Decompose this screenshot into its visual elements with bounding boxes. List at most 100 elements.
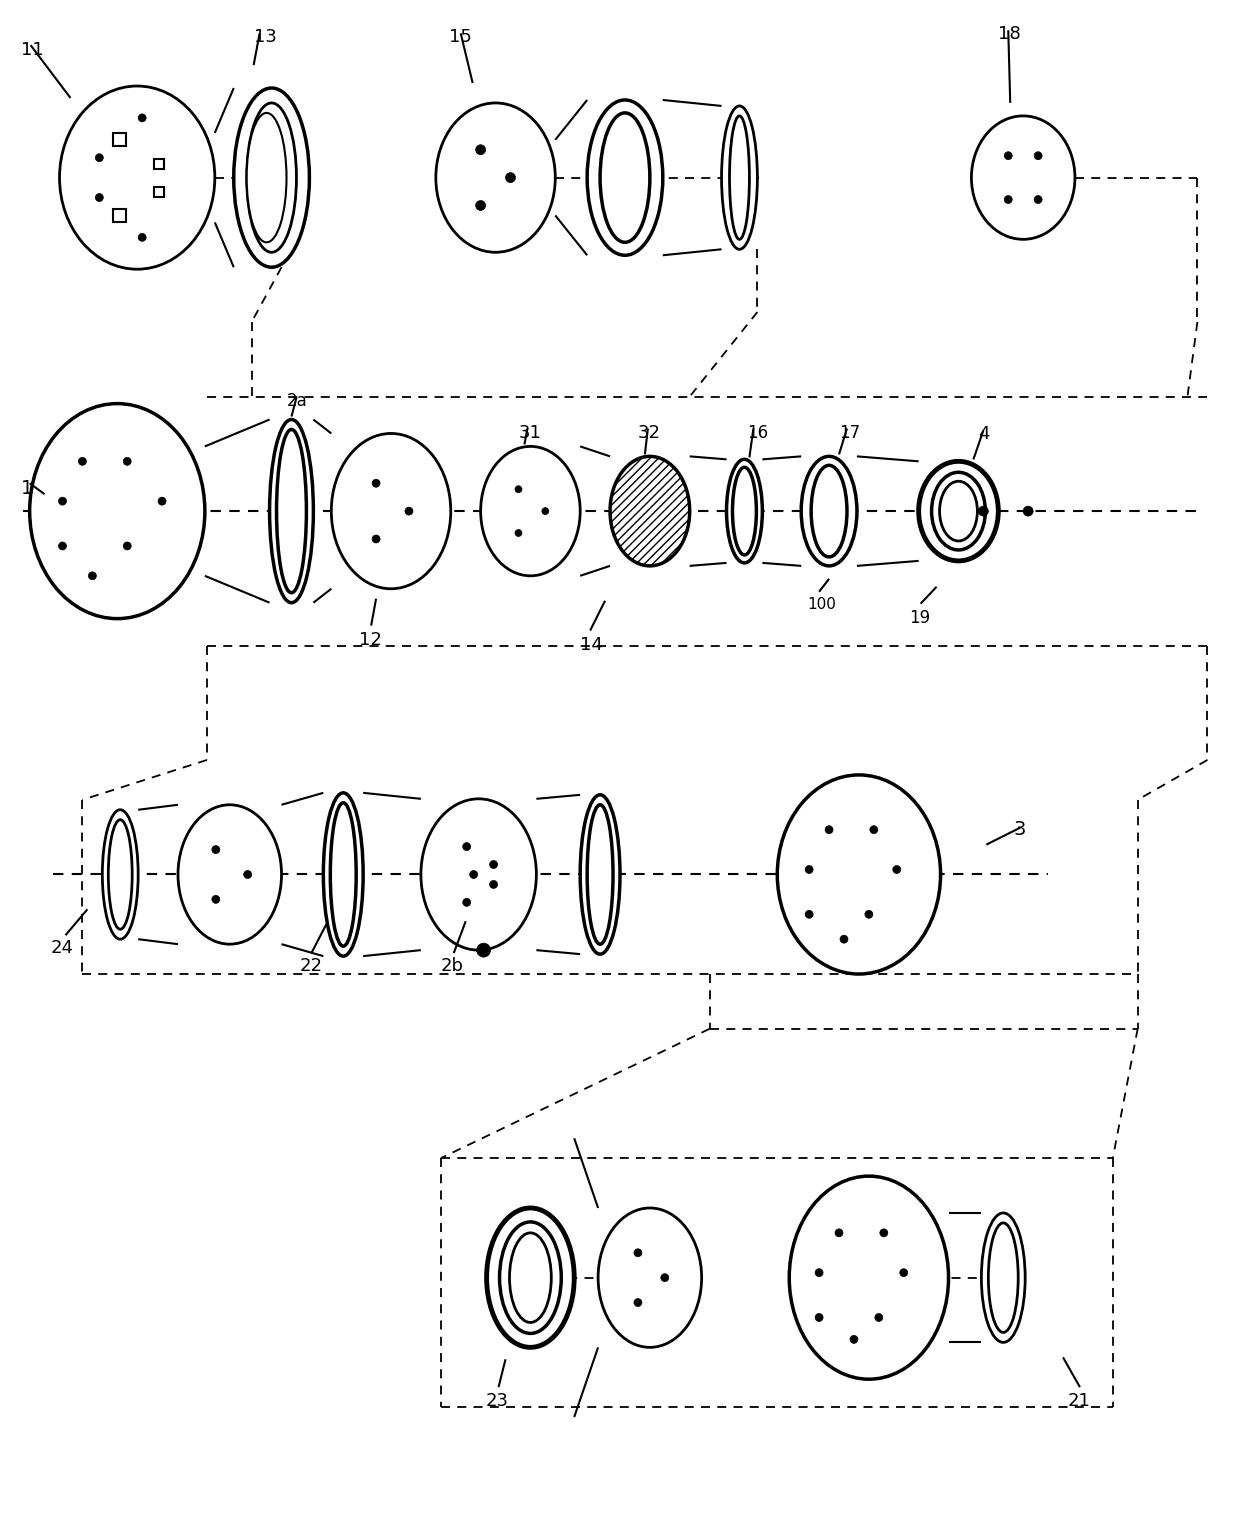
Text: 17: 17 — [839, 423, 861, 441]
Text: 2a: 2a — [286, 391, 308, 410]
Text: 100: 100 — [807, 596, 836, 611]
Circle shape — [825, 825, 833, 834]
Ellipse shape — [435, 103, 556, 252]
Ellipse shape — [598, 1208, 702, 1347]
Circle shape — [978, 507, 988, 516]
Circle shape — [372, 479, 381, 487]
Ellipse shape — [486, 1208, 574, 1347]
Circle shape — [476, 144, 486, 155]
Circle shape — [515, 529, 522, 537]
Bar — [113, 209, 125, 221]
Bar — [113, 133, 125, 146]
Circle shape — [864, 910, 873, 918]
Circle shape — [88, 572, 97, 579]
Bar — [154, 159, 164, 168]
Text: 2b: 2b — [440, 957, 464, 975]
Ellipse shape — [103, 810, 138, 939]
Ellipse shape — [940, 481, 977, 542]
Ellipse shape — [233, 88, 310, 267]
Circle shape — [849, 1335, 858, 1344]
Circle shape — [900, 1268, 908, 1277]
Text: 12: 12 — [360, 631, 382, 649]
Ellipse shape — [324, 793, 363, 956]
Text: 24: 24 — [51, 939, 73, 957]
Circle shape — [835, 1229, 843, 1236]
Circle shape — [805, 910, 813, 918]
Circle shape — [123, 542, 131, 551]
Text: 4: 4 — [978, 425, 990, 443]
Circle shape — [1004, 196, 1012, 203]
Text: 1: 1 — [21, 479, 33, 498]
Text: 31: 31 — [518, 423, 542, 441]
Text: 23: 23 — [486, 1393, 508, 1411]
Circle shape — [839, 934, 848, 944]
Circle shape — [490, 860, 497, 869]
Circle shape — [138, 114, 146, 121]
Ellipse shape — [179, 806, 281, 944]
Circle shape — [880, 1229, 888, 1236]
Circle shape — [476, 944, 491, 957]
Ellipse shape — [801, 457, 857, 566]
Ellipse shape — [420, 799, 537, 950]
Ellipse shape — [481, 446, 580, 576]
Circle shape — [515, 485, 522, 493]
Text: 22: 22 — [299, 957, 322, 975]
Circle shape — [1004, 152, 1012, 159]
Circle shape — [506, 173, 516, 182]
Ellipse shape — [269, 420, 314, 602]
Ellipse shape — [60, 86, 215, 269]
Text: 19: 19 — [909, 608, 930, 627]
Circle shape — [805, 866, 813, 874]
Ellipse shape — [722, 106, 758, 249]
Circle shape — [815, 1314, 823, 1321]
Circle shape — [372, 536, 381, 543]
Circle shape — [138, 234, 146, 241]
Circle shape — [58, 542, 67, 551]
Ellipse shape — [727, 460, 763, 563]
Text: 14: 14 — [580, 636, 603, 654]
Text: 13: 13 — [254, 29, 277, 47]
Circle shape — [463, 842, 471, 851]
Circle shape — [1034, 152, 1042, 159]
Ellipse shape — [777, 775, 941, 974]
Circle shape — [58, 498, 67, 505]
Circle shape — [123, 457, 131, 466]
Circle shape — [95, 194, 103, 202]
Text: 15: 15 — [449, 29, 471, 47]
Circle shape — [634, 1299, 642, 1306]
Circle shape — [463, 898, 471, 906]
Circle shape — [212, 895, 219, 903]
Circle shape — [95, 153, 103, 162]
Text: 16: 16 — [748, 423, 769, 441]
Ellipse shape — [789, 1176, 949, 1379]
Ellipse shape — [247, 112, 286, 243]
Circle shape — [542, 508, 549, 514]
Circle shape — [661, 1274, 668, 1282]
Text: 18: 18 — [998, 26, 1021, 44]
Text: 21: 21 — [1068, 1393, 1091, 1411]
Ellipse shape — [247, 103, 296, 252]
Ellipse shape — [919, 461, 998, 561]
Circle shape — [212, 845, 219, 854]
Ellipse shape — [971, 115, 1075, 240]
Ellipse shape — [510, 1233, 552, 1323]
Circle shape — [405, 507, 413, 516]
Circle shape — [157, 498, 166, 505]
Circle shape — [470, 871, 477, 878]
Ellipse shape — [331, 434, 451, 589]
Circle shape — [1023, 507, 1033, 516]
Circle shape — [875, 1314, 883, 1321]
Circle shape — [490, 880, 497, 889]
Circle shape — [1034, 196, 1042, 203]
Circle shape — [78, 457, 87, 466]
Ellipse shape — [588, 100, 663, 255]
Circle shape — [244, 871, 252, 878]
Text: 3: 3 — [1013, 819, 1025, 839]
Circle shape — [893, 866, 900, 874]
Text: 11: 11 — [21, 41, 43, 59]
Ellipse shape — [610, 457, 689, 566]
Bar — [154, 187, 164, 197]
Text: 32: 32 — [637, 423, 661, 441]
Circle shape — [476, 200, 486, 211]
Circle shape — [870, 825, 878, 834]
